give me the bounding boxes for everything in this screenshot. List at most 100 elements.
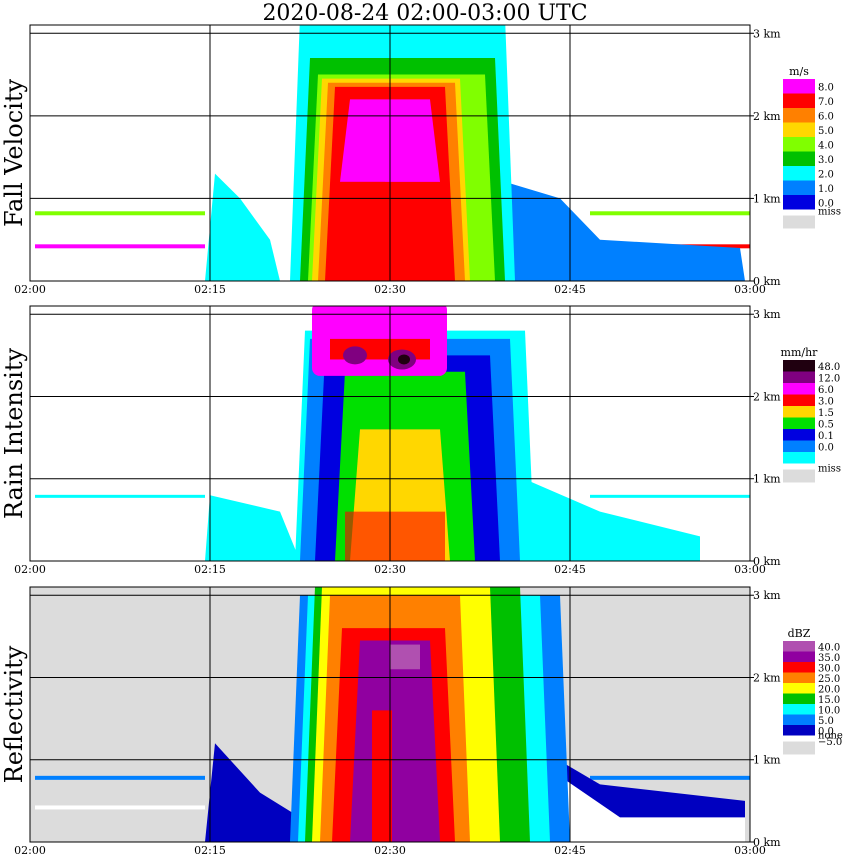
x-tick-label: 03:00 [734, 563, 766, 576]
echo-band [35, 805, 205, 810]
y-tick-label: 0 km [753, 555, 781, 568]
echo-band [35, 494, 205, 498]
legend-swatch [783, 394, 815, 406]
legend-swatch [783, 180, 815, 195]
echo-band [590, 494, 750, 498]
legend-swatch [783, 452, 815, 464]
legend-swatch [783, 93, 815, 108]
legend-label: 15.0 [818, 695, 840, 706]
legend-label: 2.0 [818, 169, 834, 180]
x-tick-label: 02:45 [554, 844, 586, 857]
x-tick-label: 02:15 [194, 844, 226, 857]
legend-swatch [783, 429, 815, 441]
x-tick-label: 02:15 [194, 283, 226, 296]
legend-label: 6.0 [818, 385, 834, 396]
echo-band [590, 775, 750, 780]
echo-core [398, 354, 410, 365]
y-tick-label: 2 km [753, 390, 781, 403]
y-axis-label: Reflectivity [0, 645, 28, 783]
legend-label: 12.0 [818, 373, 840, 384]
echo-layer-shape [350, 640, 440, 842]
legend-swatch [783, 672, 815, 683]
echo-layer [35, 306, 750, 561]
x-tick-label: 03:00 [734, 283, 766, 296]
echo-layer [35, 25, 750, 281]
legend-label: 3.0 [818, 396, 834, 407]
legend-swatch [783, 371, 815, 383]
echo-band [35, 775, 205, 780]
x-tick-label: 02:00 [14, 283, 46, 296]
x-tick-label: 02:15 [194, 563, 226, 576]
legend-label: −5.0 [818, 737, 842, 748]
y-axis-label: Fall Velocity [0, 79, 28, 228]
legend-label: 5.0 [818, 126, 834, 137]
legend-label: 4.0 [818, 140, 834, 151]
echo-cell [205, 173, 280, 281]
legend-swatch [783, 383, 815, 395]
legend-swatch [783, 662, 815, 673]
echo-cell [205, 495, 300, 561]
echo-core [395, 198, 435, 281]
legend-label: 0.1 [818, 431, 834, 442]
legend-label: 3.0 [818, 155, 834, 166]
y-axis-label: Rain Intensity [0, 348, 28, 520]
x-tick-label: 02:30 [374, 844, 406, 857]
legend-label: 0.0 [818, 198, 834, 209]
x-tick-label: 02:00 [14, 563, 46, 576]
panel-2: 0 km 1 km 2 km 3 km 02:00 02:15 02:30 02:45 03:0… [0, 305, 841, 576]
legend-swatch [783, 406, 815, 418]
legend-missing-label: miss [818, 207, 841, 218]
legend-swatch [783, 151, 815, 166]
echo-core [343, 346, 367, 365]
panel-3: 0 km 1 km 2 km 3 km 02:00 02:15 02:30 02:45 03:0… [0, 586, 843, 857]
x-tick-label: 02:45 [554, 283, 586, 296]
legend-swatch [783, 683, 815, 694]
legend-unit: mm/hr [781, 346, 819, 359]
legend-unit: dBZ [788, 627, 811, 640]
legend-label: 20.0 [818, 684, 840, 695]
legend-swatch [783, 417, 815, 429]
legend-label: 0.0 [818, 726, 834, 737]
y-tick-label: 3 km [753, 589, 781, 602]
x-tick-label: 03:00 [734, 844, 766, 857]
echo-core [372, 710, 392, 842]
legend-label: 7.0 [818, 97, 834, 108]
y-tick-label: 1 km [753, 192, 781, 205]
legend-swatch [783, 641, 815, 652]
legend: dBZ 40.035.030.025.020.015.010.05.00.0−5.… [783, 627, 843, 755]
echo-cell [205, 743, 310, 842]
legend-label: 1.5 [818, 408, 834, 419]
legend-swatch [783, 137, 815, 152]
echo-core [345, 511, 445, 561]
legend-missing-label: none [818, 731, 843, 742]
y-tick-label: 1 km [753, 473, 781, 486]
legend-swatch [783, 108, 815, 123]
legend-swatch [783, 440, 815, 452]
y-tick-label: 3 km [753, 308, 781, 321]
legend-label: 8.0 [818, 82, 834, 93]
legend-swatch [783, 693, 815, 704]
plot-frame [29, 586, 751, 843]
echo-core [312, 306, 447, 376]
y-tick-label: 3 km [753, 27, 781, 40]
legend-label: 6.0 [818, 111, 834, 122]
plot-frame [29, 24, 751, 282]
legend-label: 35.0 [818, 653, 840, 664]
legend-swatch [783, 704, 815, 715]
legend-missing-swatch [783, 741, 815, 755]
plot-frame [29, 305, 751, 562]
echo-core [390, 644, 420, 670]
legend-unit: m/s [789, 65, 809, 78]
legend-label: 48.0 [818, 362, 840, 373]
legend-missing-swatch [783, 215, 815, 229]
panel-1: 0 km 1 km 2 km 3 km 02:00 02:15 02:30 02:45 03:0… [0, 24, 841, 296]
legend-swatch [783, 195, 815, 210]
legend-swatch [783, 714, 815, 725]
legend-label: 40.0 [818, 642, 840, 653]
legend-label: 30.0 [818, 663, 840, 674]
legend-label: 25.0 [818, 674, 840, 685]
legend-label: 10.0 [818, 705, 840, 716]
chart-title: 2020-08-24 02:00-03:00 UTC [262, 1, 588, 26]
